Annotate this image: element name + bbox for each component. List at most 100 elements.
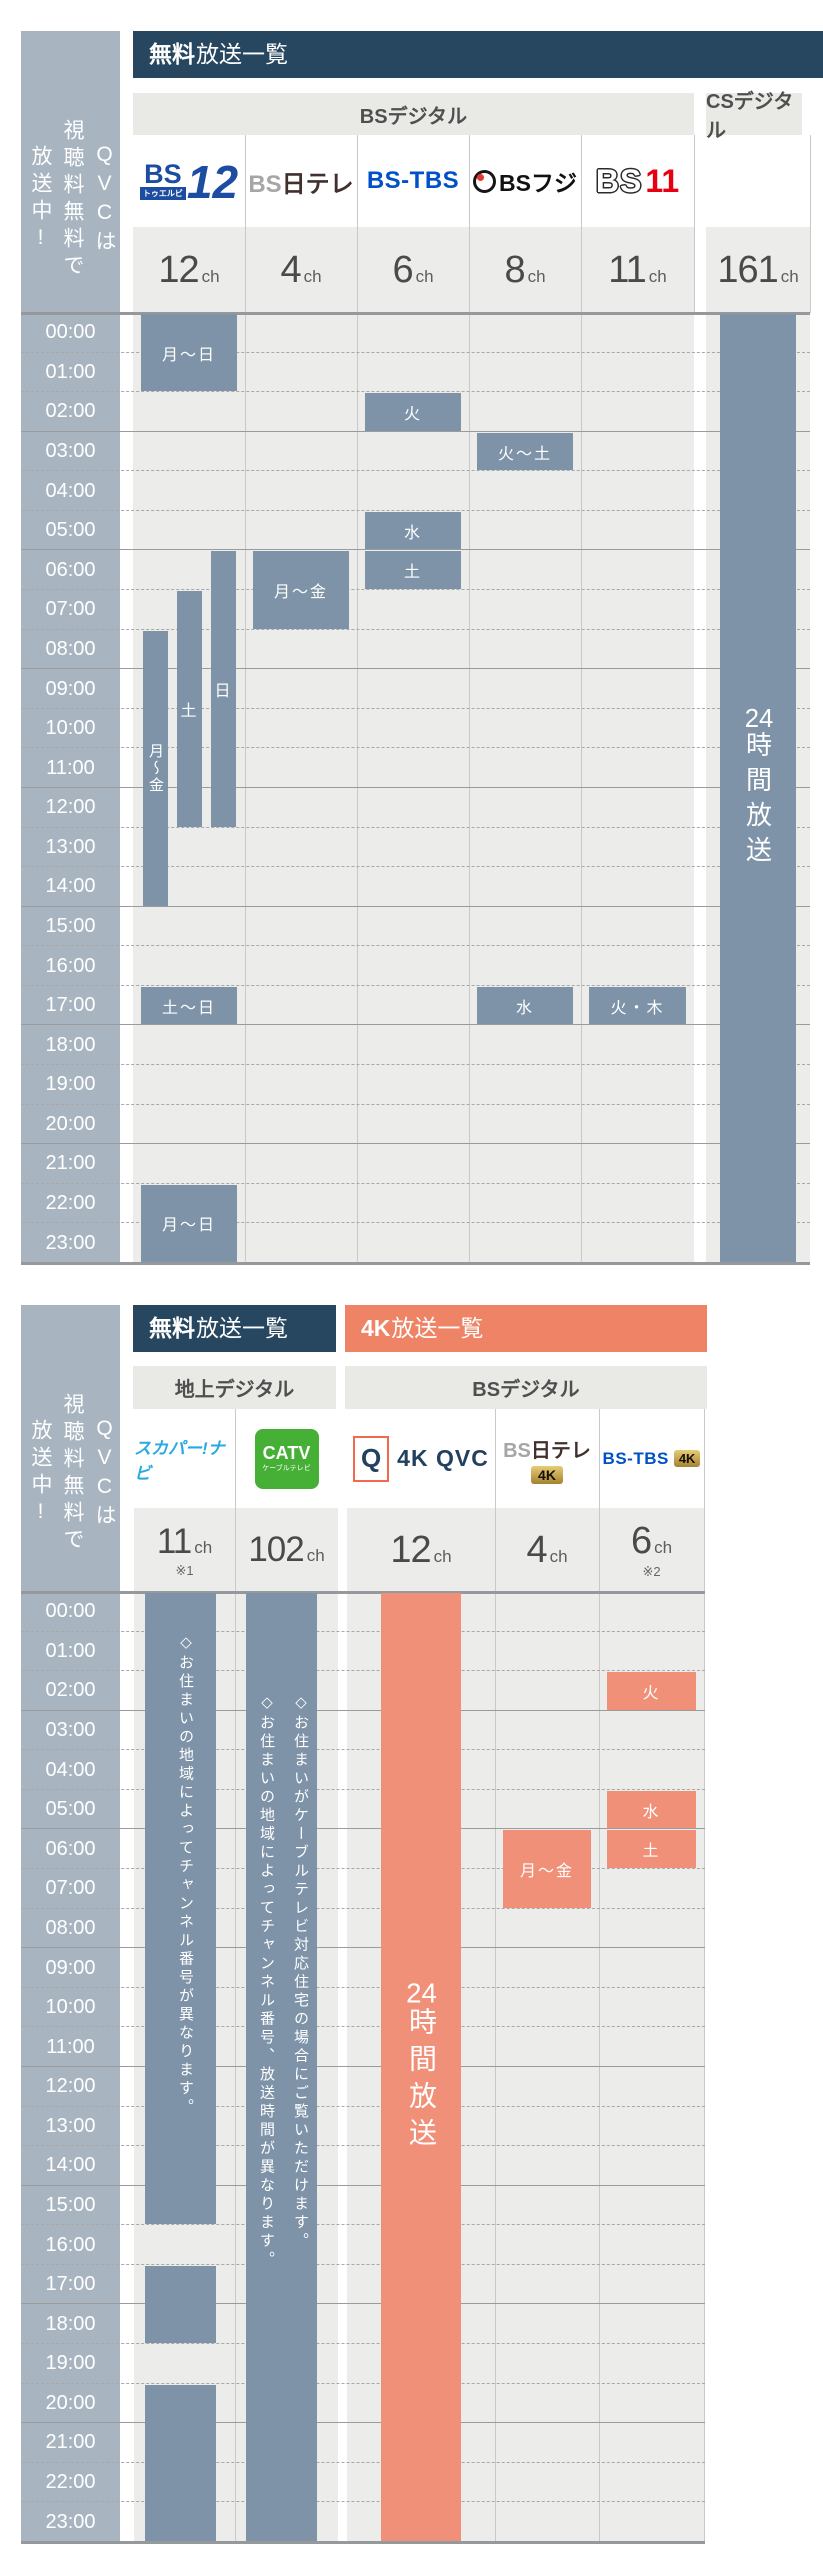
table2-title-bold: 無料 xyxy=(149,1315,195,1341)
nittele-text: 日テレ xyxy=(530,1439,591,1462)
column-separator xyxy=(704,1409,705,2542)
logo-4k-qvc: Q 4K QVC xyxy=(347,1409,495,1508)
schedule-block: 土 xyxy=(177,591,202,827)
bs11-bs: BS xyxy=(595,162,643,199)
time-label: 18:00 xyxy=(45,2312,96,2335)
schedule-block: 水 xyxy=(365,511,461,550)
time-label: 03:00 xyxy=(45,1719,96,1742)
channel-number: 4 xyxy=(526,1528,547,1571)
time-label: 22:00 xyxy=(45,1192,96,1215)
grid-column-bg xyxy=(495,1592,599,2542)
section-label: CSデジタル xyxy=(706,91,794,142)
section-label: 地上デジタル xyxy=(174,1379,295,1401)
channel-footnote: ※1 xyxy=(175,1562,194,1578)
table1-title: 無料放送一覧 xyxy=(133,31,823,78)
schedule-block xyxy=(145,2265,216,2344)
grid-line-dashed xyxy=(21,1670,705,1672)
channel-number: 102 xyxy=(248,1530,304,1569)
column-separator xyxy=(810,135,811,313)
grid-line-solid xyxy=(21,312,810,315)
time-label: 05:00 xyxy=(45,519,96,542)
grid-line-solid xyxy=(21,1947,705,1949)
note-block: ◇お住まいの地域によってチャンネル番号が異なります。 xyxy=(145,1593,216,2225)
grid-line-dashed xyxy=(21,1788,705,1790)
channel-cell-11ch: 11 ch xyxy=(581,227,694,313)
sidebar-banner: QVCは 視聴料無料で 放送中! xyxy=(21,31,120,1263)
grid-line-dashed xyxy=(21,747,810,749)
qvc-4k-text: 4K QVC xyxy=(397,1445,489,1471)
section-label: BSデジタル xyxy=(472,1379,580,1401)
logo-bs-nittele-4k: BS日テレ 4K xyxy=(495,1409,599,1508)
schedule-block: 24 時間放送 xyxy=(720,314,796,1262)
time-label: 01:00 xyxy=(45,1639,96,1662)
grid-line-solid xyxy=(21,1591,705,1594)
time-label: 16:00 xyxy=(45,2233,96,2256)
sidebar-slogan-line: QVCは xyxy=(93,1417,116,1531)
section-terrestrial: 地上デジタル xyxy=(133,1366,336,1409)
channel-footnote: ※2 xyxy=(642,1564,661,1579)
grid-line-dashed xyxy=(21,1749,705,1751)
channel-suffix: ch xyxy=(415,266,434,286)
time-label: 13:00 xyxy=(45,835,96,858)
time-label: 09:00 xyxy=(45,1956,96,1979)
schedule-block: 土 xyxy=(365,551,461,590)
qvc-q-mark: Q xyxy=(353,1435,390,1482)
channel-number: 11 xyxy=(608,248,646,291)
channel-number: 11 xyxy=(156,1521,192,1561)
grid-line-dashed xyxy=(21,2105,705,2107)
time-label: 09:00 xyxy=(45,677,96,700)
time-label: 23:00 xyxy=(45,2510,96,2533)
channel-suffix: ch xyxy=(194,1537,213,1557)
channel-suffix: ch xyxy=(549,1546,568,1566)
logo-bs12: BS トゥエルビ 12 xyxy=(133,135,245,227)
time-label: 21:00 xyxy=(45,1152,96,1175)
bs12-bs: BS xyxy=(144,158,182,189)
time-label: 20:00 xyxy=(45,2391,96,2414)
4k-badge-icon: 4K xyxy=(673,1450,701,1467)
logo-bs-fuji: BSフジ xyxy=(469,135,581,227)
time-label: 04:00 xyxy=(45,1758,96,1781)
section-label: BSデジタル xyxy=(359,105,468,128)
schedule-block: 火 xyxy=(607,1672,696,1710)
time-label: 04:00 xyxy=(45,479,96,502)
bs-nittele-logo-icon: BS日テレ xyxy=(248,164,353,199)
channel-number: 12 xyxy=(158,248,199,291)
grid-line-solid xyxy=(21,668,810,670)
time-label: 06:00 xyxy=(45,1837,96,1860)
column-separator xyxy=(235,1409,236,2542)
channel-cell-4ch-4k: 4 ch xyxy=(495,1508,599,1592)
column-separator xyxy=(495,1409,496,2542)
schedule-block: 水 xyxy=(607,1790,696,1829)
grid-line-solid xyxy=(21,2303,705,2305)
grid-line-dashed xyxy=(21,2026,705,2028)
fuji-eye-icon xyxy=(473,169,497,193)
time-label: 21:00 xyxy=(45,2431,96,2454)
grid-line-solid xyxy=(21,2184,705,2186)
catv-text: CATV xyxy=(262,1443,311,1463)
time-label: 17:00 xyxy=(45,994,96,1017)
channel-number: 6 xyxy=(392,248,413,291)
schedule-block: 土〜日 xyxy=(141,986,237,1025)
bs-tbs-logo-icon: BS-TBS xyxy=(366,167,460,194)
nittele-bs: BS xyxy=(248,170,282,198)
grid-line-solid xyxy=(21,549,810,551)
time-label: 05:00 xyxy=(45,1798,96,1821)
grid-line-dashed xyxy=(21,628,810,630)
grid-line-solid xyxy=(21,1143,810,1145)
bs11-logo-icon: BS11 xyxy=(596,163,679,200)
grid-line-dashed xyxy=(21,1630,705,1632)
grid-column-bg xyxy=(357,313,469,1263)
schedule-block: 月〜金 xyxy=(253,551,349,629)
channel-cell-6ch: 6 ch xyxy=(357,227,469,313)
table1-title-bold: 無料 xyxy=(149,41,195,67)
grid-line-solid xyxy=(21,905,810,907)
time-label: 13:00 xyxy=(45,2114,96,2137)
channel-cell-11ch-terrestrial: 11 ch ※1 xyxy=(134,1508,235,1592)
schedule-block: 水 xyxy=(477,986,573,1025)
bs11-number: 11 xyxy=(645,162,680,199)
grid-line-solid xyxy=(21,1828,705,1830)
time-label: 14:00 xyxy=(45,2154,96,2177)
schedule-block: 火〜土 xyxy=(477,432,573,471)
grid-line-dashed xyxy=(21,1103,810,1105)
channel-number: 6 xyxy=(630,1520,652,1562)
